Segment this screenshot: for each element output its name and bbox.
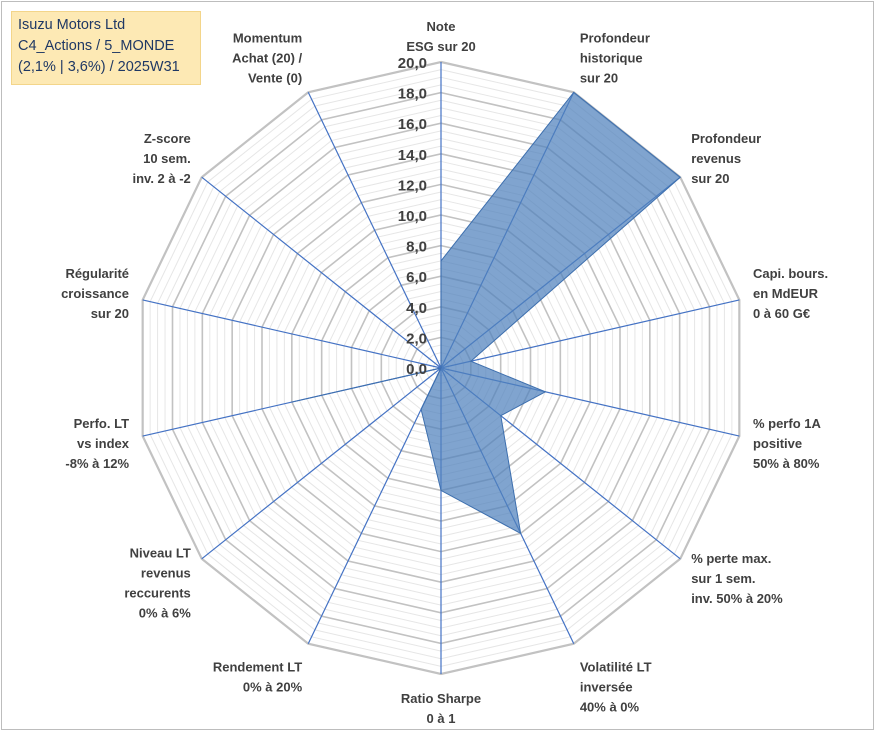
axis-label-line: 40% à 0% [580, 700, 640, 715]
axis-label: % perfo 1A positive 50% à 80% [753, 416, 822, 471]
axis-label-line: croissance [61, 286, 129, 301]
radial-tick-label: 2,0 [406, 330, 427, 347]
axis-spoke [201, 367, 442, 560]
series-area [291, 91, 682, 535]
axis-label-line: Perfo. LT [74, 416, 129, 431]
axis-label: Z-score 10 sem. inv. 2 à -2 [133, 131, 191, 186]
axis-label: % perte max. sur 1 sem. inv. 50% à 20% [691, 551, 783, 606]
axis-label-line: inversée [580, 680, 633, 695]
axis-spoke [201, 176, 442, 369]
axis-label-line: revenus [141, 565, 191, 580]
radial-tick-label: 4,0 [406, 300, 427, 317]
axis-label-line: Profondeur [691, 131, 761, 146]
radial-tick-label: 16,0 [398, 116, 427, 133]
axis-label-line: Volatilité LT [580, 660, 652, 675]
axis-label-line: Rendement LT [213, 660, 302, 675]
axis-label-line: 0% à 6% [139, 605, 191, 620]
axis-label-line: % perte max. [691, 551, 771, 566]
axis-label-line: positive [753, 436, 802, 451]
axis-label-line: inv. 2 à -2 [133, 171, 191, 186]
axis-label-line: Vente (0) [248, 70, 302, 85]
axis-label: Rendement LT 0% à 20% [213, 660, 303, 695]
axis-label-line: Capi. bours. [753, 266, 828, 281]
axis-label-line: sur 20 [580, 70, 618, 85]
axis-label: Momentum Achat (20) / Vente (0) [232, 30, 302, 85]
axis-label-line: revenus [691, 151, 741, 166]
axis-label: Profondeur revenus sur 20 [691, 131, 761, 186]
axis-label-line: 10 sem. [143, 151, 191, 166]
radial-tick-label: 0,0 [406, 361, 427, 378]
axis-label-line: reccurents [124, 585, 190, 600]
radial-tick-label: 14,0 [398, 147, 427, 164]
axis-label-line: Régularité [65, 266, 129, 281]
axis-spoke [307, 367, 442, 644]
axis-spoke [440, 299, 740, 369]
radial-tick-label: 8,0 [406, 239, 427, 256]
radar-series [291, 91, 682, 535]
axis-label-line: sur 1 sem. [691, 571, 755, 586]
radial-tick-label: 12,0 [398, 177, 427, 194]
radial-tick-label: 18,0 [398, 86, 427, 103]
axis-label-line: Profondeur [580, 30, 650, 45]
chart-subtitle-params: (2,1% | 3,6%) / 2025W31 [18, 59, 180, 75]
radial-tick-label: 6,0 [406, 269, 427, 286]
axis-label-line: 0 à 60 G€ [753, 306, 810, 321]
axis-label: Niveau LT revenus reccurents 0% à 6% [124, 545, 191, 620]
axis-label-line: 50% à 80% [753, 456, 820, 471]
axis-label-line: % perfo 1A [753, 416, 822, 431]
axis-label-line: Momentum [233, 30, 302, 45]
axis-label-line: sur 20 [91, 306, 129, 321]
axis-label-line: en MdEUR [753, 286, 819, 301]
axis-spoke [142, 299, 442, 369]
axis-label: Régularité croissance sur 20 [61, 266, 129, 321]
chart-title-box: Isuzu Motors Ltd C4_Actions / 5_MONDE (2… [11, 11, 201, 85]
axis-label-line: vs index [77, 436, 130, 451]
axis-label-line: Niveau LT [130, 545, 191, 560]
axis-spoke [307, 92, 442, 369]
axis-label: Volatilité LT inversée 40% à 0% [580, 660, 652, 715]
axis-label: Ratio Sharpe 0 à 1 [401, 691, 481, 726]
axis-label-line: ESG sur 20 [406, 39, 475, 54]
chart-title: Isuzu Motors Ltd [18, 17, 126, 33]
axis-label: Capi. bours. en MdEUR 0 à 60 G€ [753, 266, 828, 321]
chart-subtitle-category: C4_Actions / 5_MONDE [18, 38, 175, 54]
axis-label-line: Z-score [144, 131, 191, 146]
axis-label-line: Ratio Sharpe [401, 691, 481, 706]
axis-label-line: -8% à 12% [65, 456, 129, 471]
axis-label: Profondeur historique sur 20 [580, 30, 650, 85]
axis-label-line: Note [427, 19, 456, 34]
axis-label-line: historique [580, 50, 643, 65]
axis-label-line: Achat (20) / [232, 50, 302, 65]
axis-label-line: 0 à 1 [427, 711, 456, 726]
radial-tick-labels: 0,0 2,0 4,0 6,0 8,0 10,0 12,0 14,0 16,0 18,0 20,0 [398, 55, 427, 378]
axis-label: Note ESG sur 20 [406, 19, 475, 54]
axis-label-line: sur 20 [691, 171, 729, 186]
axis-label: Perfo. LT vs index -8% à 12% [65, 416, 129, 471]
axis-label-line: 0% à 20% [243, 680, 303, 695]
axis-labels: Note ESG sur 20 Profondeur historique sur 20… [61, 19, 828, 726]
axis-label-line: inv. 50% à 20% [691, 591, 783, 606]
radial-tick-label: 10,0 [398, 208, 427, 225]
radial-tick-label: 20,0 [398, 55, 427, 72]
